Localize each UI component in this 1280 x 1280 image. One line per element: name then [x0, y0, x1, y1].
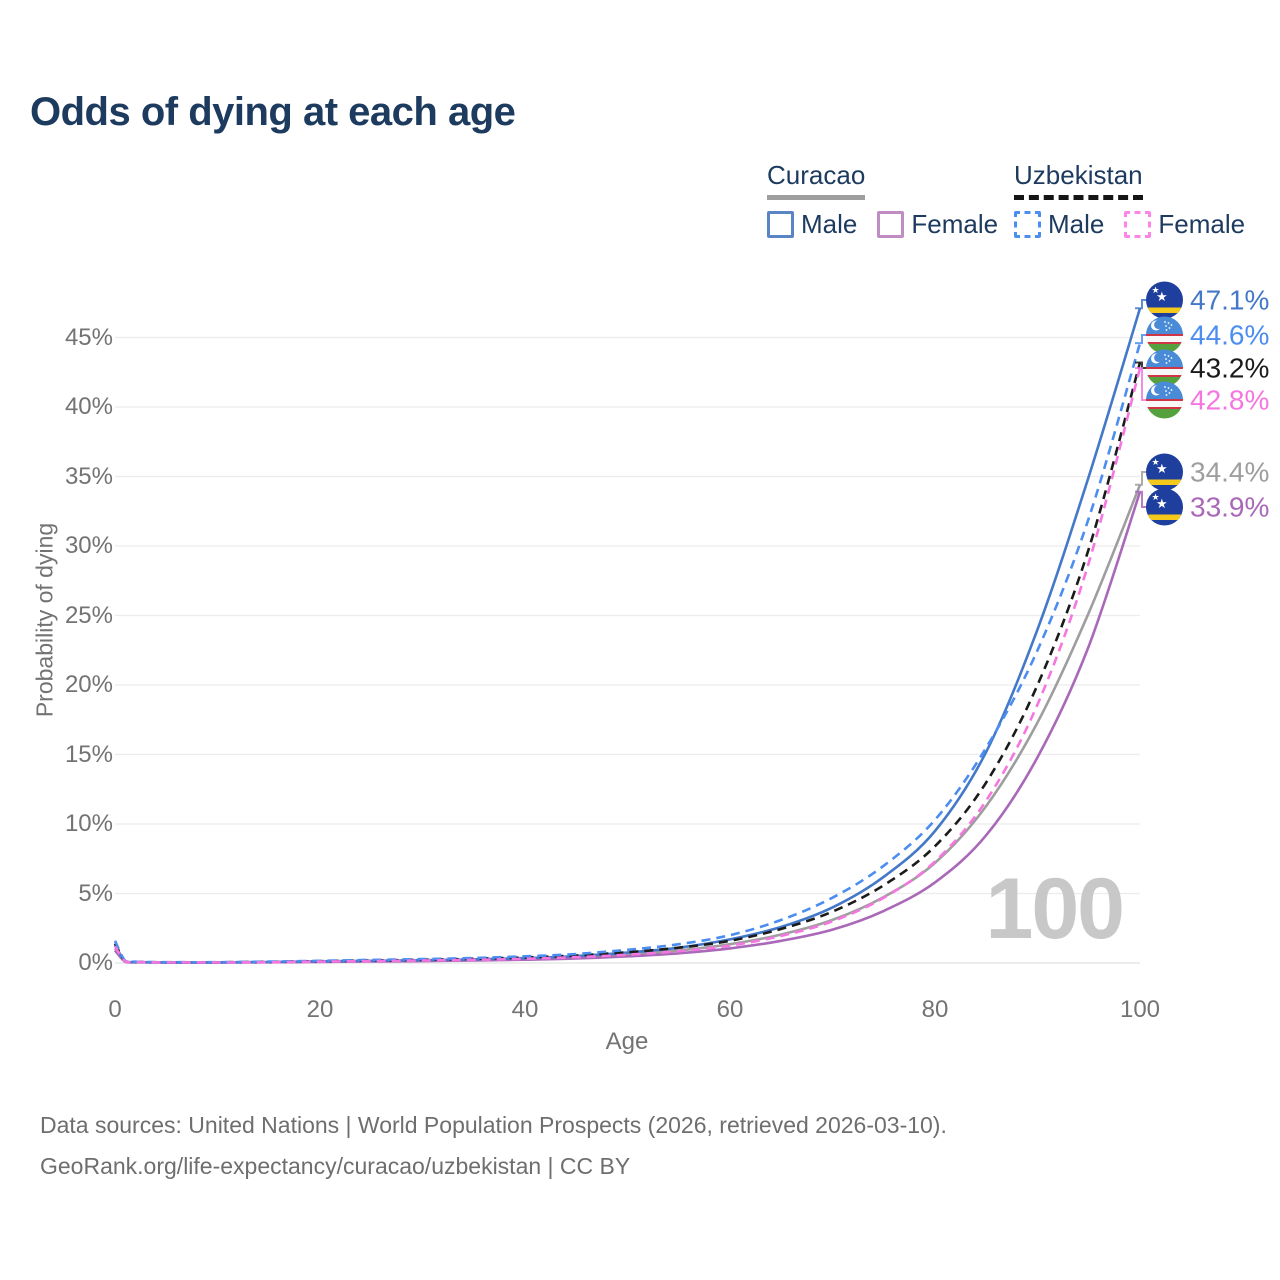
x-tick-label: 20	[306, 996, 334, 1023]
end-label-uzbekistan-female: 42.8%	[1146, 381, 1270, 419]
y-tick-label: 20%	[64, 671, 113, 698]
curacao-flag-icon: ★ ★	[1146, 453, 1183, 491]
end-value-label: 43.2%	[1190, 352, 1270, 383]
y-tick-label: 30%	[64, 532, 113, 559]
legend-country-curacao[interactable]: Curacao	[767, 160, 866, 200]
end-label-uzbekistan: 43.2%	[1146, 349, 1270, 387]
curacao-flag-icon: ★ ★	[1146, 488, 1183, 526]
curacao-male-checkbox[interactable]	[767, 211, 794, 238]
end-value-label: 34.4%	[1190, 456, 1270, 487]
legend-group-uzbekistan: Uzbekistan Male Female	[1014, 160, 1265, 240]
end-value-label: 47.1%	[1190, 284, 1270, 315]
x-tick-label: 60	[716, 996, 744, 1023]
x-axis-title: Age	[605, 1028, 649, 1055]
x-tick-label: 80	[921, 996, 949, 1023]
series-line-uzbekistan-male	[113, 342, 1142, 964]
y-axis-title: Probability of dying	[31, 522, 58, 718]
end-label-connector	[1135, 299, 1147, 310]
uzbekistan-male-label: Male	[1048, 209, 1105, 239]
legend-group-curacao: Curacao Male Female	[767, 160, 1018, 240]
uzbekistan-flag-icon	[1146, 381, 1183, 419]
end-label-curacao: ★ ★ 34.4%	[1146, 453, 1270, 491]
end-value-label: 42.8%	[1190, 384, 1270, 415]
y-tick-label: 45%	[64, 323, 113, 351]
uzbekistan-flag-icon	[1146, 316, 1183, 354]
end-label-uzbekistan-male: 44.6%	[1146, 316, 1270, 354]
y-tick-label: 40%	[64, 393, 113, 420]
end-label-connector	[1135, 367, 1147, 401]
end-value-label: 33.9%	[1190, 491, 1270, 522]
y-tick-label: 25%	[64, 601, 113, 629]
end-label-connector	[1135, 361, 1147, 369]
age-watermark: 100	[985, 861, 1126, 957]
uzbekistan-female-label: Female	[1158, 209, 1246, 239]
series-line-uzbekistan-female	[113, 367, 1142, 964]
uzbekistan-female-checkbox[interactable]	[1124, 211, 1152, 238]
svg-text:★: ★	[1156, 290, 1168, 305]
curacao-male-label: Male	[801, 209, 858, 239]
x-tick-label: 0	[108, 996, 122, 1023]
y-tick-label: 10%	[64, 810, 113, 837]
curacao-female-label: Female	[911, 209, 999, 239]
end-label-connector	[1135, 334, 1147, 345]
curacao-female-checkbox[interactable]	[877, 211, 905, 238]
end-label-curacao-male: ★ ★ 47.1%	[1146, 281, 1270, 319]
end-label-curacao-female: ★ ★ 33.9%	[1146, 488, 1270, 526]
footer: Data sources: United Nations | World Pop…	[40, 1105, 947, 1187]
x-tick-label: 40	[511, 996, 539, 1023]
y-tick-label: 35%	[64, 462, 113, 490]
svg-text:★: ★	[1152, 286, 1160, 296]
page-title: Odds of dying at each age	[30, 90, 516, 134]
end-label-connector	[1135, 490, 1147, 508]
svg-text:★: ★	[1152, 493, 1160, 503]
svg-text:★: ★	[1152, 458, 1160, 468]
y-tick-label: 5%	[78, 879, 113, 907]
end-label-connector	[1135, 471, 1147, 486]
curacao-flag-icon: ★ ★	[1146, 281, 1183, 319]
y-tick-label: 0%	[78, 949, 113, 976]
x-tick-label: 100	[1119, 996, 1161, 1023]
svg-text:★: ★	[1156, 462, 1168, 477]
footer-attribution: GeoRank.org/life-expectancy/curacao/uzbe…	[40, 1153, 631, 1179]
svg-text:★: ★	[1156, 497, 1168, 512]
uzbekistan-male-checkbox[interactable]	[1014, 211, 1041, 238]
footer-data-sources: Data sources: United Nations | World Pop…	[40, 1112, 947, 1138]
y-tick-label: 15%	[64, 740, 113, 768]
end-value-label: 44.6%	[1190, 319, 1270, 350]
legend-country-uzbekistan[interactable]: Uzbekistan	[1014, 160, 1143, 200]
